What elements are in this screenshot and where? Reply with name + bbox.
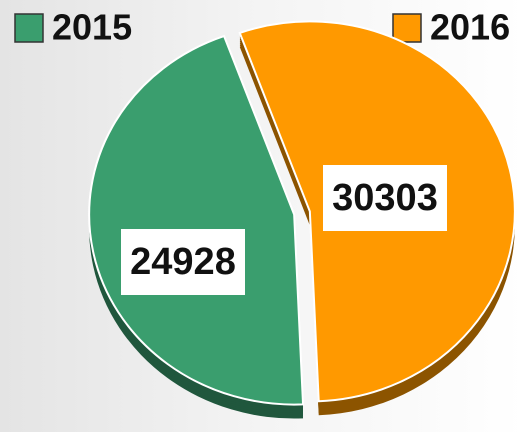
data-label: 30303 <box>332 177 438 219</box>
legend-label: 2015 <box>52 7 132 48</box>
label-box <box>323 165 447 231</box>
legend-swatch <box>14 13 44 43</box>
legend-label: 2016 <box>430 7 510 48</box>
label-box <box>121 229 245 295</box>
data-label: 24928 <box>130 241 236 283</box>
slice <box>88 34 305 406</box>
legend-swatch <box>392 13 422 43</box>
